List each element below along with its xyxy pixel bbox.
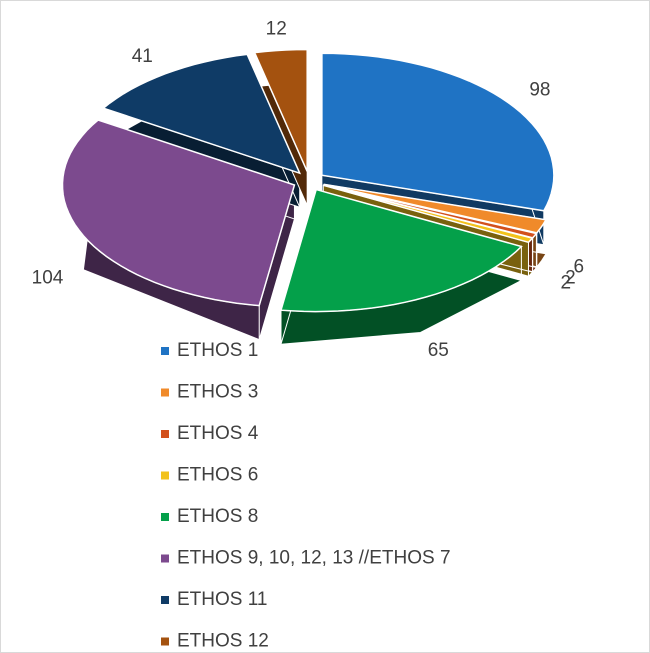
data-label: 2 [565, 267, 576, 288]
legend-swatch [161, 596, 169, 604]
data-label: 2 [560, 273, 571, 294]
data-label: 41 [132, 46, 153, 67]
legend-swatch [161, 430, 169, 438]
legend-label: ETHOS 11 [177, 589, 267, 610]
data-label: 12 [266, 19, 287, 40]
legend-label: ETHOS 1 [177, 340, 258, 361]
legend-swatch [161, 637, 169, 646]
slice [321, 52, 555, 212]
legend-swatch [161, 388, 169, 397]
legend-label: ETHOS 3 [177, 382, 258, 403]
slice [280, 188, 523, 313]
legend-swatch [161, 347, 169, 355]
data-label: 98 [529, 79, 550, 100]
legend-swatch [161, 471, 169, 480]
legend-label: ETHOS 4 [177, 423, 259, 444]
legend-label: ETHOS 8 [177, 506, 258, 527]
legend-label: ETHOS 12 [177, 631, 269, 652]
slice [61, 119, 296, 307]
legend-label: ETHOS 9, 10, 12, 13 //ETHOS 7 [177, 548, 451, 569]
legend-swatch [161, 513, 169, 521]
slice [253, 48, 308, 172]
legend-label: ETHOS 6 [177, 465, 258, 486]
data-label: 6 [574, 257, 585, 278]
legend-swatch [161, 554, 169, 563]
slice [101, 53, 302, 175]
data-label: 104 [32, 267, 64, 288]
slice [323, 184, 534, 244]
data-label: 65 [428, 340, 449, 361]
